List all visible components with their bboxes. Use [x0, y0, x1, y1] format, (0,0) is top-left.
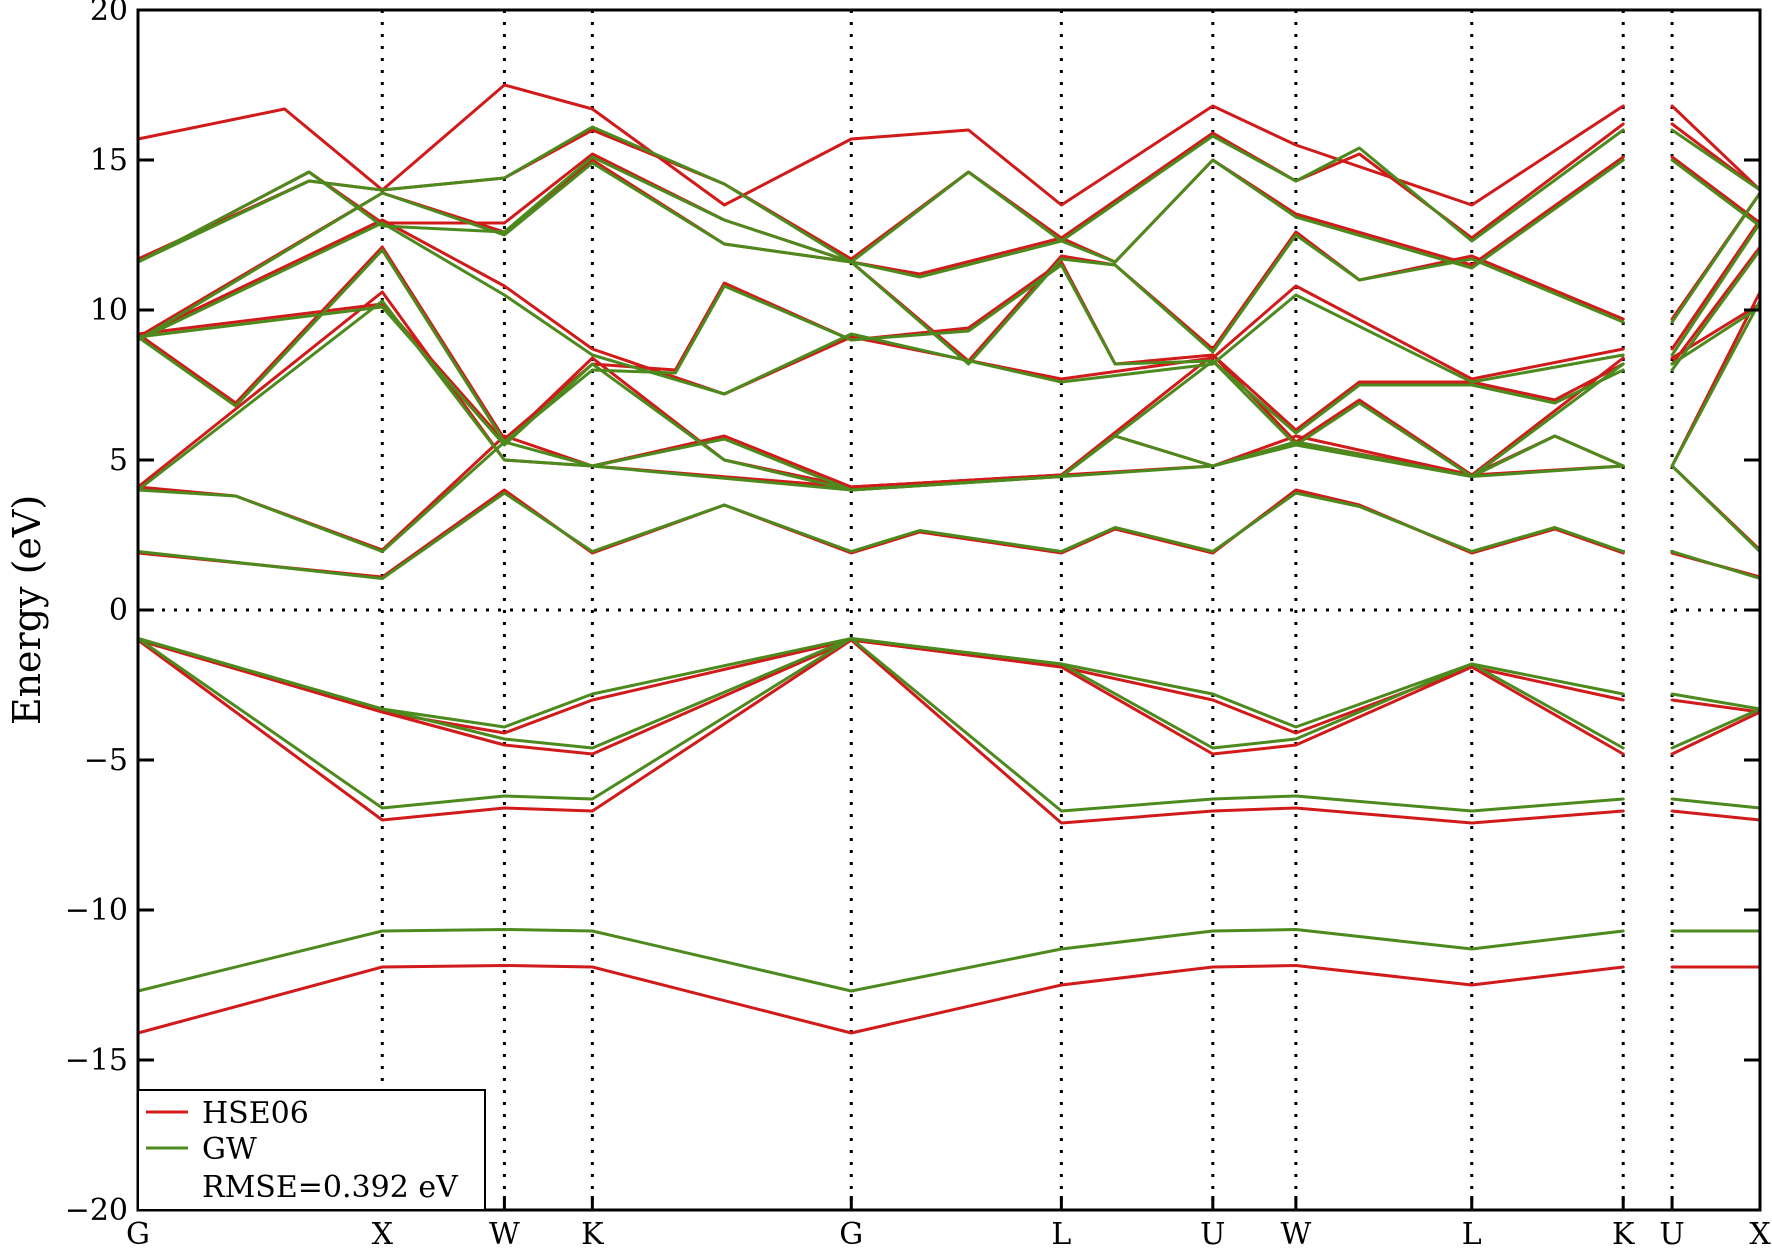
- path-break-layer: [1626, 10, 1670, 1210]
- band-line-hse06-5: [1670, 710, 1762, 756]
- band-line-gw-25: [1670, 128, 1762, 192]
- band-layer: [136, 83, 1762, 1035]
- band-line-hse06-27: [1670, 104, 1762, 192]
- y-tick-label: 0: [109, 593, 128, 628]
- band-line-gw-21: [1670, 191, 1762, 324]
- x-tick-label-x: X: [1749, 1217, 1771, 1252]
- band-line-hse06-8: [136, 488, 1625, 579]
- band-line-hse06-4: [136, 638, 1625, 756]
- band-line-gw-8: [136, 491, 1625, 580]
- band-line-gw-13: [1670, 299, 1762, 468]
- band-line-gw-2: [136, 637, 1625, 813]
- y-axis-title: Energy (eV): [5, 495, 49, 725]
- x-tick-label-k: K: [581, 1217, 604, 1252]
- band-line-hse06-10: [136, 434, 1625, 552]
- y-tick-label: 15: [90, 143, 128, 178]
- band-line-hse06-18: [136, 218, 1625, 396]
- band-line-gw-24: [136, 125, 1625, 264]
- x-tick-label-x: X: [372, 1217, 394, 1252]
- band-line-gw-9: [1670, 550, 1762, 580]
- band-line-hse06-17: [1670, 245, 1762, 366]
- y-tick-label: 10: [90, 293, 128, 328]
- band-line-gw-0: [136, 928, 1625, 993]
- band-line-gw-3: [1670, 797, 1762, 810]
- y-tick-label: −15: [65, 1043, 128, 1078]
- band-line-hse06-2: [136, 638, 1625, 825]
- band-line-gw-5: [1670, 707, 1762, 750]
- legend-rmse-note: RMSE=0.392 eV: [202, 1170, 459, 1205]
- legend: HSE06 GW RMSE=0.392 eV: [137, 1089, 486, 1211]
- band-line-gw-11: [1670, 464, 1762, 553]
- x-tick-label-u: U: [1659, 1217, 1684, 1252]
- band-line-gw-4: [136, 637, 1625, 750]
- path-break-gap: [1626, 10, 1670, 1210]
- y-tick-label: −10: [65, 893, 128, 928]
- band-line-gw-23: [1670, 158, 1762, 228]
- band-line-hse06-3: [1670, 809, 1762, 822]
- y-tick-label: 20: [90, 0, 128, 28]
- x-tick-label-g: G: [126, 1217, 150, 1252]
- band-line-gw-19: [1670, 221, 1762, 357]
- x-tick-label-w: W: [1280, 1217, 1311, 1252]
- y-tick-label: −5: [84, 743, 128, 778]
- legend-label-gw: GW: [202, 1132, 257, 1167]
- band-line-hse06-6: [136, 638, 1625, 735]
- band-line-gw-22: [136, 155, 1625, 279]
- y-tick-label: −20: [65, 1193, 128, 1228]
- band-line-gw-7: [1670, 692, 1762, 711]
- x-tick-label-w: W: [489, 1217, 520, 1252]
- legend-label-hse06: HSE06: [202, 1096, 309, 1131]
- x-tick-label-l: L: [1051, 1217, 1071, 1252]
- band-line-hse06-19: [1670, 218, 1762, 351]
- legend-box: [137, 1089, 486, 1211]
- grid-layer: [138, 10, 1760, 1210]
- band-line-hse06-20: [136, 158, 1625, 363]
- band-line-gw-16: [136, 248, 1625, 444]
- band-line-gw-20: [136, 161, 1625, 366]
- y-tick-label: 5: [109, 443, 128, 478]
- x-tick-label-u: U: [1200, 1217, 1225, 1252]
- band-line-hse06-0: [136, 964, 1625, 1035]
- band-line-gw-18: [136, 221, 1625, 396]
- band-line-gw-14: [136, 305, 1625, 492]
- x-tick-label-l: L: [1462, 1217, 1482, 1252]
- band-line-gw-6: [136, 637, 1625, 729]
- band-line-hse06-16: [136, 245, 1625, 441]
- band-line-gw-17: [1670, 248, 1762, 372]
- x-tick-label-g: G: [839, 1217, 863, 1252]
- x-tick-label-k: K: [1612, 1217, 1635, 1252]
- band-line-hse06-7: [1670, 698, 1762, 714]
- band-line-gw-15: [1670, 305, 1762, 366]
